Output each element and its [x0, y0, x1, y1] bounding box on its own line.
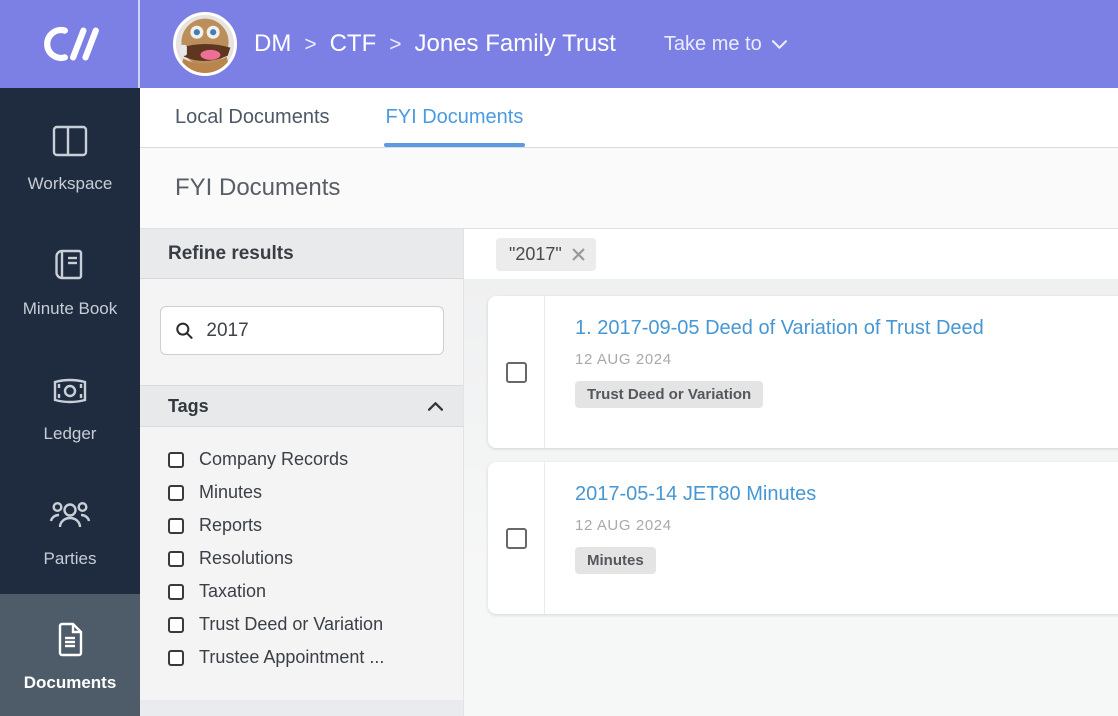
document-checkbox[interactable] — [505, 527, 527, 549]
tag-filter-label[interactable]: Minutes — [199, 482, 263, 502]
sidebar-item-ledger[interactable]: Ledger — [0, 344, 140, 469]
minute-book-icon — [55, 249, 83, 280]
breadcrumb-item-ctf[interactable]: CTF — [329, 30, 377, 57]
document-details: 1. 2017-09-05 Deed of Variation of Trust… — [545, 296, 984, 448]
tag-filter-label[interactable]: Company Records — [199, 449, 349, 469]
breadcrumb-item-entity[interactable]: Jones Family Trust — [414, 30, 616, 57]
refine-results-title: Refine results — [168, 242, 294, 264]
refine-results-header: Refine results — [140, 229, 463, 279]
take-me-to-dropdown[interactable]: Take me to — [664, 33, 787, 56]
refine-search-box[interactable] — [160, 306, 444, 355]
tab-label: Local Documents — [175, 106, 330, 128]
filter-chip-2017[interactable]: "2017" — [496, 237, 596, 271]
tag-filter-minutes[interactable]: Minutes — [168, 482, 463, 503]
tag-filter-resolutions[interactable]: Resolutions — [168, 548, 463, 569]
tag-filter-trustee-appointment[interactable]: Trustee Appointment ... — [168, 647, 463, 668]
document-date: 12 AUG 2024 — [575, 517, 672, 534]
tags-section-header[interactable]: Tags — [140, 385, 463, 427]
sidebar-item-minute-book[interactable]: Minute Book — [0, 219, 140, 344]
document-date: 12 AUG 2024 — [575, 351, 672, 368]
title-band: FYI Documents — [140, 148, 1118, 228]
sidebar-item-label: Documents — [23, 672, 117, 692]
breadcrumb: DM > CTF > Jones Family Trust — [254, 30, 616, 58]
chevron-down-icon — [771, 39, 787, 49]
breadcrumb-item-dm[interactable]: DM — [254, 30, 292, 57]
documents-icon — [58, 622, 83, 656]
document-row: 1. 2017-09-05 Deed of Variation of Trust… — [488, 296, 1118, 448]
search-icon — [176, 322, 193, 339]
checkbox[interactable] — [168, 451, 184, 468]
tag-filter-label[interactable]: Trustee Appointment ... — [199, 647, 385, 667]
document-row: 2017-05-14 JET80 Minutes 12 AUG 2024 Min… — [488, 462, 1118, 614]
breadcrumb-separator: > — [304, 33, 317, 56]
filter-chip-label: "2017" — [509, 243, 562, 264]
tag-filter-reports[interactable]: Reports — [168, 515, 463, 536]
sidebar-item-label: Minute Book — [22, 299, 118, 318]
checkbox[interactable] — [168, 649, 184, 666]
sidebar-nav: Workspace Minute Book Ledger Parties — [0, 88, 140, 716]
entity-avatar[interactable] — [173, 12, 237, 76]
checkbox[interactable] — [168, 550, 184, 567]
document-title-link[interactable]: 2017-05-14 JET80 Minutes — [575, 483, 817, 505]
document-details: 2017-05-14 JET80 Minutes 12 AUG 2024 Min… — [545, 462, 816, 614]
results-area: "2017" 1. 2017-09-05 Deed of Va — [463, 229, 1118, 716]
refine-search-input[interactable] — [206, 319, 429, 342]
tag-filter-trust-deed-or-variation[interactable]: Trust Deed or Variation — [168, 614, 463, 635]
sidebar-item-workspace[interactable]: Workspace — [0, 94, 140, 219]
checkbox[interactable] — [168, 484, 184, 501]
document-checkbox-cell — [488, 296, 545, 448]
tag-filter-label[interactable]: Taxation — [199, 581, 267, 601]
avatar-puppet-image — [176, 15, 234, 73]
close-icon — [572, 248, 585, 260]
sidebar-item-parties[interactable]: Parties — [0, 469, 140, 594]
brand-logo-icon — [44, 27, 99, 61]
sidebar-item-documents[interactable]: Documents — [0, 594, 140, 716]
page-title: FYI Documents — [175, 174, 341, 201]
document-checkbox[interactable] — [505, 361, 527, 383]
parties-icon — [49, 501, 91, 528]
breadcrumb-separator: > — [389, 33, 402, 56]
document-title-link[interactable]: 1. 2017-09-05 Deed of Variation of Trust… — [575, 317, 984, 339]
workspace-icon — [52, 125, 88, 157]
app-header: DM > CTF > Jones Family Trust Take me to — [0, 0, 1118, 88]
document-checkbox-cell — [488, 462, 545, 614]
remove-filter-icon[interactable] — [572, 248, 585, 261]
tab-label: FYI Documents — [385, 106, 524, 128]
document-tag-badge: Minutes — [575, 547, 656, 574]
tab-local-documents[interactable]: Local Documents — [175, 88, 330, 147]
tag-filter-taxation[interactable]: Taxation — [168, 581, 463, 602]
chevron-up-icon — [428, 401, 443, 411]
documents-tabbar: Local Documents FYI Documents — [140, 88, 1118, 148]
sidebar-item-label: Ledger — [43, 424, 97, 443]
tab-fyi-documents[interactable]: FYI Documents — [383, 88, 526, 147]
tag-filter-company-records[interactable]: Company Records — [168, 449, 463, 470]
sidebar-item-label: Workspace — [27, 174, 113, 193]
ledger-icon — [53, 378, 87, 404]
active-filters-row: "2017" — [464, 229, 1118, 279]
sidebar-item-label: Parties — [43, 549, 97, 568]
document-list: 1. 2017-09-05 Deed of Variation of Trust… — [464, 279, 1118, 716]
tag-filter-label[interactable]: Reports — [199, 515, 263, 535]
tags-filter-list: Company Records Minutes Reports Resoluti… — [140, 427, 463, 700]
checkbox[interactable] — [168, 616, 184, 633]
tag-filter-label[interactable]: Trust Deed or Variation — [199, 614, 384, 634]
tags-collapse-toggle[interactable] — [428, 401, 443, 411]
refine-results-panel: Refine results Tags — [140, 229, 463, 716]
main-area: Local Documents FYI Documents FYI Docume… — [140, 88, 1118, 716]
refine-panel-footer — [140, 700, 463, 716]
header-breadcrumb-area: DM > CTF > Jones Family Trust Take me to — [140, 0, 1118, 88]
checkbox[interactable] — [168, 517, 184, 534]
take-me-to-label: Take me to — [663, 32, 762, 55]
document-tag-badge: Trust Deed or Variation — [575, 381, 764, 408]
app-logo[interactable] — [0, 0, 140, 88]
tags-title: Tags — [168, 395, 209, 416]
content-row: Refine results Tags — [140, 228, 1118, 716]
checkbox[interactable] — [168, 583, 184, 600]
tag-filter-label[interactable]: Resolutions — [199, 548, 294, 568]
